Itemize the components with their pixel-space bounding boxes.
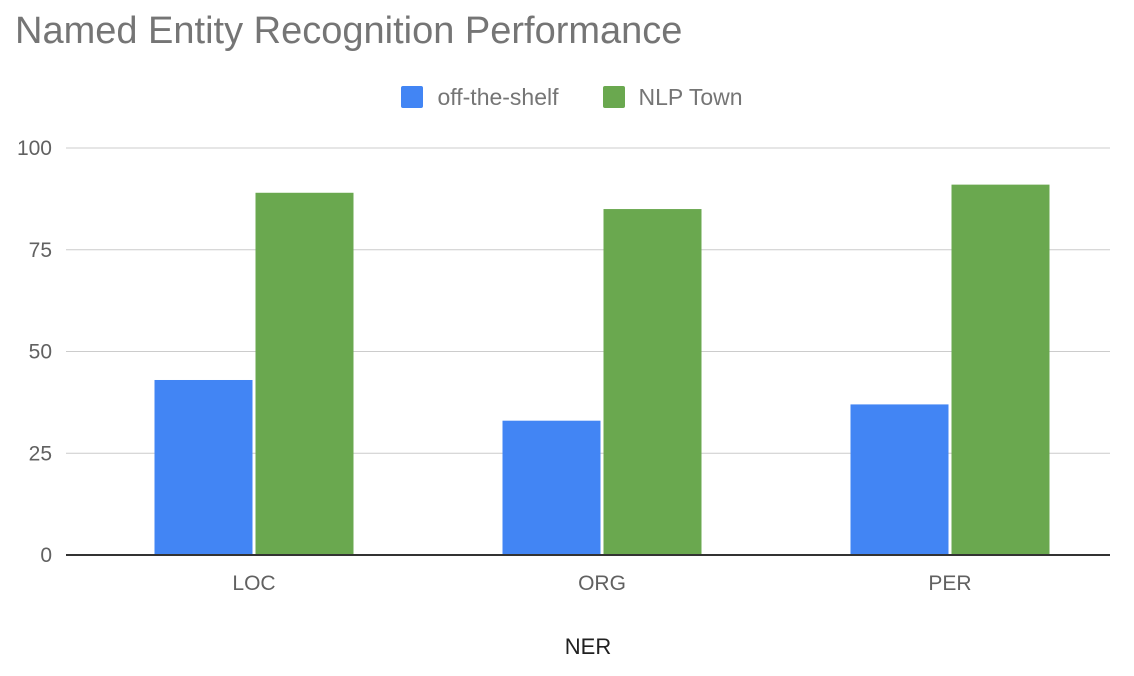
x-tick-label-per: PER bbox=[928, 572, 971, 595]
bar-org-off-the-shelf[interactable] bbox=[502, 420, 601, 555]
x-tick-label-loc: LOC bbox=[232, 572, 275, 595]
bar-per-off-the-shelf[interactable] bbox=[850, 404, 949, 555]
y-tick-label: 0 bbox=[40, 544, 52, 567]
legend-swatch-off-the-shelf bbox=[401, 86, 424, 108]
legend-swatch-nlp-town bbox=[602, 86, 625, 108]
y-tick-label: 50 bbox=[29, 341, 52, 364]
x-axis-tick-labels: LOC ORG PER bbox=[232, 572, 971, 595]
y-tick-label: 25 bbox=[29, 442, 52, 465]
y-axis-tick-labels: 0 25 50 75 100 bbox=[17, 137, 52, 567]
bar-org-nlp-town[interactable] bbox=[603, 209, 702, 556]
bar-per-nlp-town[interactable] bbox=[951, 184, 1050, 555]
x-tick-label-org: ORG bbox=[578, 572, 626, 595]
bars bbox=[154, 184, 1050, 556]
legend-label-nlp-town: NLP Town bbox=[638, 83, 743, 110]
legend-item-nlp-town[interactable]: NLP Town bbox=[602, 83, 743, 111]
chart-title: Named Entity Recognition Performance bbox=[15, 10, 683, 52]
bar-loc-off-the-shelf[interactable] bbox=[154, 379, 253, 555]
legend-label-off-the-shelf: off-the-shelf bbox=[437, 83, 559, 110]
legend: off-the-shelf NLP Town bbox=[0, 82, 1134, 112]
bar-loc-nlp-town[interactable] bbox=[255, 192, 354, 555]
y-tick-label: 75 bbox=[29, 239, 52, 262]
y-tick-label: 100 bbox=[17, 137, 52, 160]
x-axis-title: NER bbox=[565, 634, 611, 659]
legend-item-off-the-shelf[interactable]: off-the-shelf bbox=[401, 83, 559, 111]
